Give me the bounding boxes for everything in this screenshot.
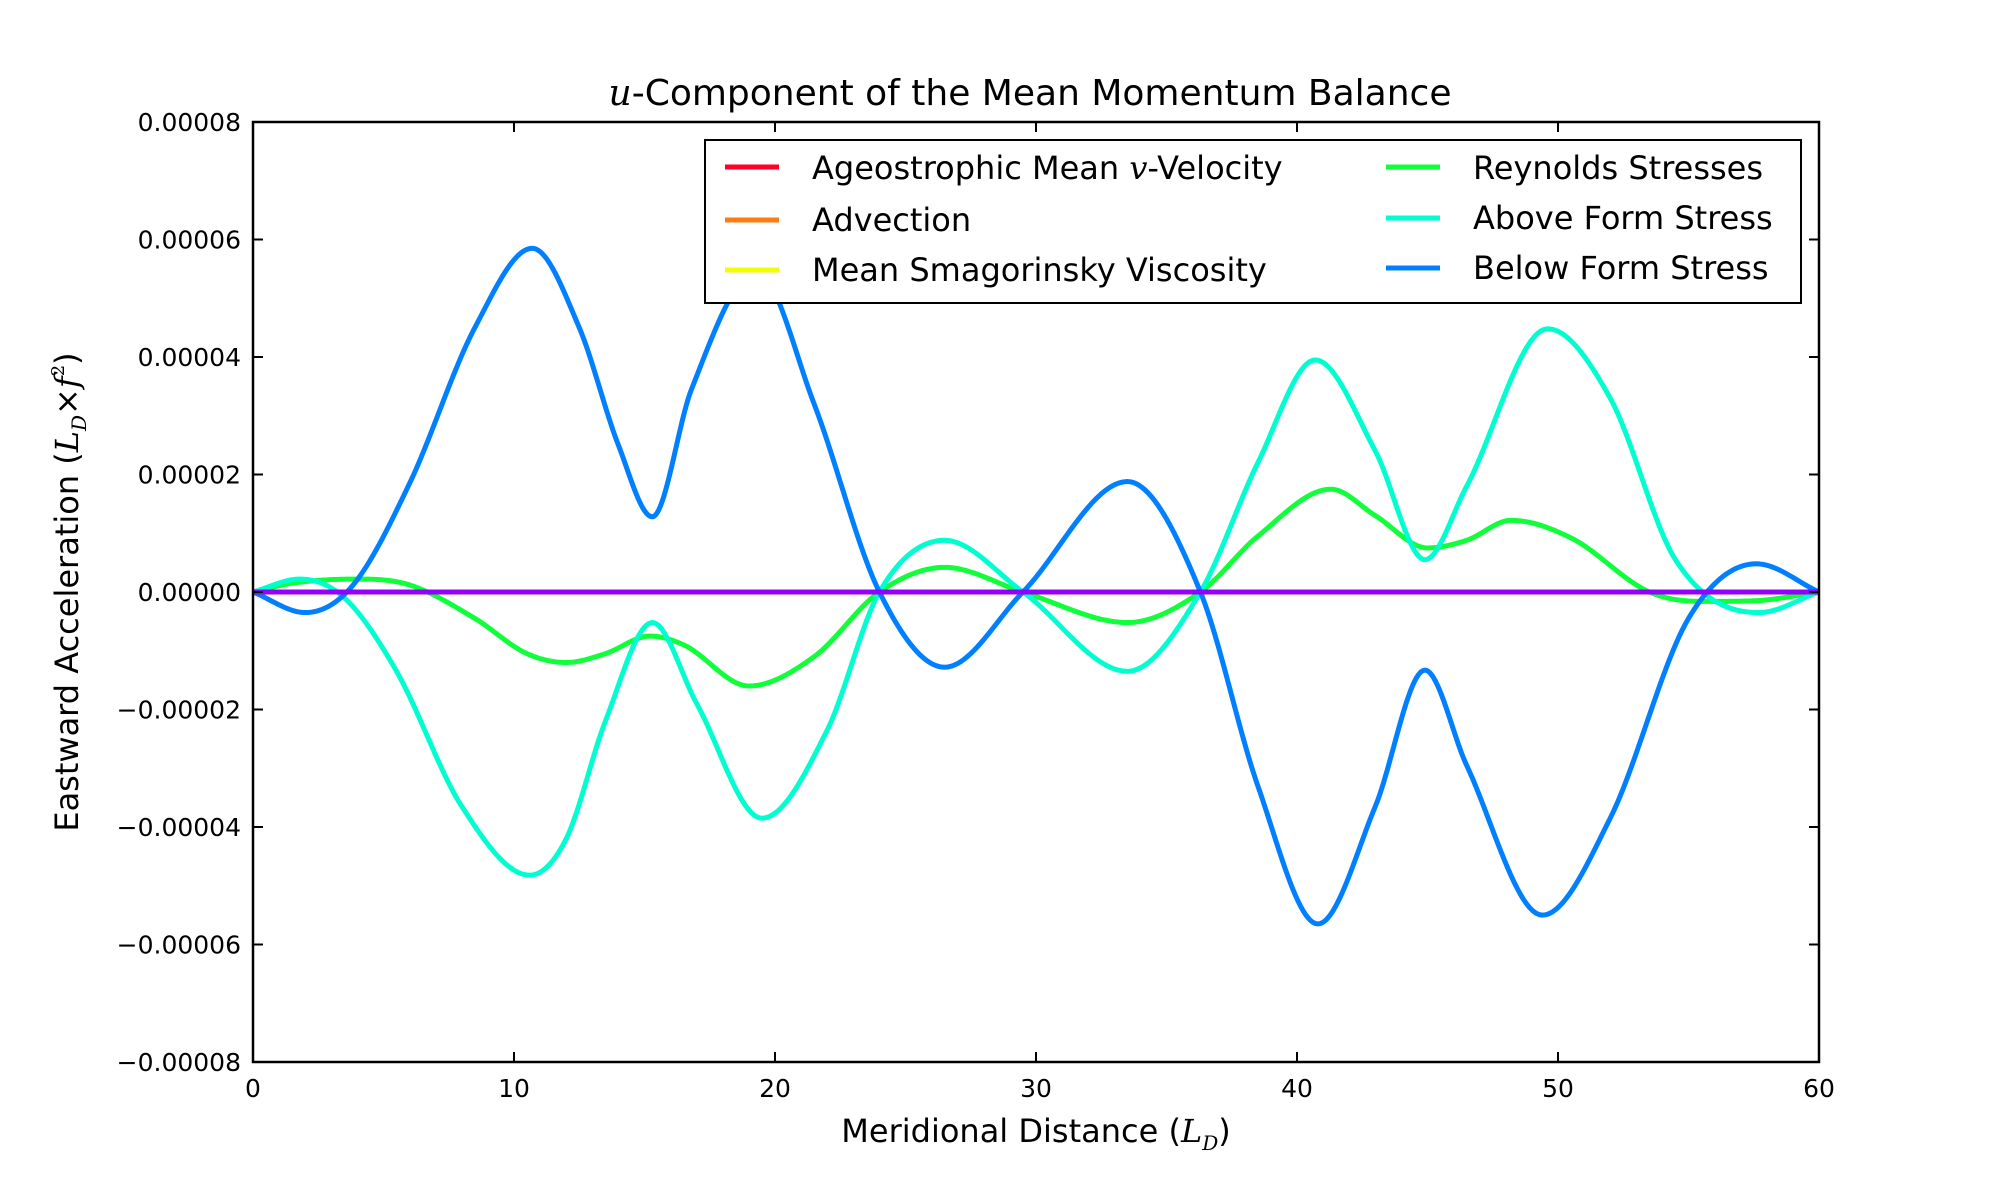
x-tick-label: 0	[245, 1074, 261, 1103]
legend-box	[704, 139, 1802, 304]
y-tick-label: 0.00002	[138, 461, 241, 490]
y-tick-label: 0.00006	[138, 226, 241, 255]
y-tick-label: 0.00008	[138, 108, 241, 137]
legend-label-ageostrophic: Ageostrophic Mean v-Velocity	[812, 149, 1283, 187]
x-axis-title: Meridional Distance (LD)	[841, 1112, 1230, 1155]
series-line-below-form-stress	[252, 245, 1821, 927]
chart-title-variable: u	[609, 73, 632, 114]
x-tick-label: 60	[1803, 1074, 1835, 1103]
series-line-reynolds	[252, 486, 1820, 689]
y-tick-label: −0.00008	[117, 1048, 241, 1077]
y-tick-label: −0.00002	[117, 696, 241, 725]
y-tick-label: 0.00004	[138, 343, 241, 372]
series-line-above-form-stress	[252, 326, 1820, 878]
legend-label-above-form-stress: Above Form Stress	[1473, 199, 1773, 237]
x-tick-label: 50	[1542, 1074, 1574, 1103]
ticks-group: 0 10 20 30 40 50 60 0.00008 0.00006 0.00004 0.0000…	[117, 108, 1835, 1103]
x-tick-label: 30	[1020, 1074, 1052, 1103]
x-tick-label: 40	[1281, 1074, 1313, 1103]
legend-label-advection: Advection	[812, 201, 971, 239]
x-tick-label: 10	[498, 1074, 530, 1103]
y-axis-title: Eastward Acceleration (LD×f2)	[48, 352, 91, 831]
y-tick-label: 0.00000	[138, 578, 241, 607]
series-group	[252, 245, 1821, 927]
legend-label-reynolds: Reynolds Stresses	[1473, 149, 1763, 187]
legend: Ageostrophic Mean v-Velocity Advection M…	[704, 139, 1802, 304]
y-tick-label: −0.00006	[117, 931, 241, 960]
chart-title: u-Component of the Mean Momentum Balance	[609, 73, 1452, 114]
chart-title-text: -Component of the Mean Momentum Balance	[632, 73, 1452, 114]
y-tick-label: −0.00004	[117, 813, 241, 842]
x-tick-label: 20	[759, 1074, 791, 1103]
legend-label-below-form-stress: Below Form Stress	[1473, 249, 1769, 287]
legend-label-smagorinsky: Mean Smagorinsky Viscosity	[812, 251, 1267, 289]
